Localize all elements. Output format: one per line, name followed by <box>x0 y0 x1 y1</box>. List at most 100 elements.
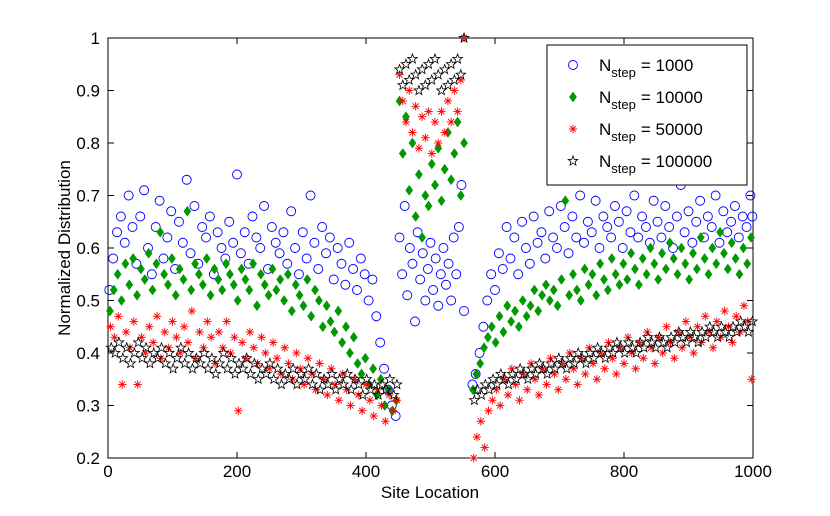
data-point <box>472 368 481 380</box>
data-point <box>225 352 238 364</box>
data-point <box>567 211 578 222</box>
data-point <box>634 279 643 291</box>
data-point <box>279 367 292 379</box>
data-point <box>553 352 565 364</box>
data-point <box>696 232 705 243</box>
data-point <box>523 385 532 394</box>
data-point <box>112 227 122 238</box>
data-point <box>260 367 272 379</box>
data-point <box>611 268 620 280</box>
data-point <box>241 274 250 285</box>
data-point <box>746 315 759 327</box>
data-point <box>352 285 362 295</box>
data-point <box>476 358 485 369</box>
data-point <box>716 226 725 238</box>
data-point <box>622 336 635 348</box>
data-point <box>248 357 261 369</box>
data-point <box>155 341 168 353</box>
data-point <box>261 348 270 358</box>
data-point <box>525 362 538 374</box>
data-point <box>290 243 300 253</box>
data-point <box>743 258 752 270</box>
data-point <box>160 268 169 280</box>
y-axis: 0.2 0.3 0.4 0.5 0.6 0.7 0.8 0.9 1 <box>76 29 753 468</box>
data-point <box>606 232 617 243</box>
data-point <box>411 102 420 111</box>
data-point <box>391 378 403 390</box>
data-point <box>640 222 651 232</box>
data-point <box>723 263 732 275</box>
data-point <box>322 300 331 312</box>
data-point <box>714 237 725 248</box>
data-point <box>645 336 658 348</box>
data-point <box>702 211 713 222</box>
data-point <box>454 68 467 80</box>
data-point <box>237 263 246 275</box>
data-point <box>124 357 137 369</box>
data-point <box>572 346 585 358</box>
data-point <box>417 248 428 259</box>
data-point <box>172 333 181 342</box>
data-point <box>145 322 154 331</box>
data-point <box>719 325 732 337</box>
data-point <box>217 346 230 358</box>
data-point <box>185 248 196 259</box>
data-point <box>175 341 187 353</box>
data-point <box>688 331 701 343</box>
data-point <box>187 284 196 296</box>
data-point <box>214 327 224 337</box>
data-point <box>735 268 744 280</box>
data-point <box>244 367 257 379</box>
data-point <box>324 232 335 243</box>
data-point <box>573 380 582 389</box>
data-point <box>487 321 496 333</box>
data-point <box>652 216 663 227</box>
data-point <box>421 133 430 142</box>
data-point <box>613 216 624 227</box>
data-point <box>556 357 569 369</box>
data-point <box>408 128 417 137</box>
data-point <box>669 253 678 264</box>
data-point <box>121 327 131 337</box>
data-point <box>706 222 717 232</box>
data-point <box>144 357 156 369</box>
data-point <box>731 325 743 337</box>
data-point <box>469 453 478 463</box>
data-point <box>563 248 574 259</box>
data-point <box>116 352 129 364</box>
data-point <box>633 232 644 243</box>
data-point <box>377 401 386 410</box>
data-point <box>662 263 670 275</box>
data-point <box>133 289 141 301</box>
legend-item: Nstep = 50000 <box>568 120 703 144</box>
data-point <box>742 325 755 337</box>
data-point <box>747 375 756 384</box>
data-point <box>437 107 446 116</box>
legend-label: Nstep = 100000 <box>599 152 712 176</box>
data-point <box>154 195 165 206</box>
data-point <box>317 222 328 232</box>
legend-item: Nstep = 100000 <box>567 152 712 176</box>
data-point <box>727 237 736 249</box>
data-point <box>491 337 500 348</box>
data-point <box>704 268 713 280</box>
data-point <box>448 232 459 243</box>
x-tick-label: 0 <box>103 462 112 481</box>
data-point <box>357 368 366 380</box>
data-point <box>295 367 307 379</box>
data-point <box>321 248 331 259</box>
data-point <box>680 336 693 348</box>
data-point <box>568 357 581 369</box>
data-point <box>147 346 160 358</box>
data-point <box>315 359 324 368</box>
data-point <box>425 237 436 248</box>
data-point <box>197 222 208 232</box>
data-point <box>630 346 643 358</box>
data-point <box>301 253 312 264</box>
data-point <box>583 346 596 358</box>
data-point <box>665 331 677 343</box>
data-point <box>257 333 266 342</box>
data-point <box>287 305 296 317</box>
data-point <box>380 383 392 395</box>
data-point <box>302 362 315 374</box>
